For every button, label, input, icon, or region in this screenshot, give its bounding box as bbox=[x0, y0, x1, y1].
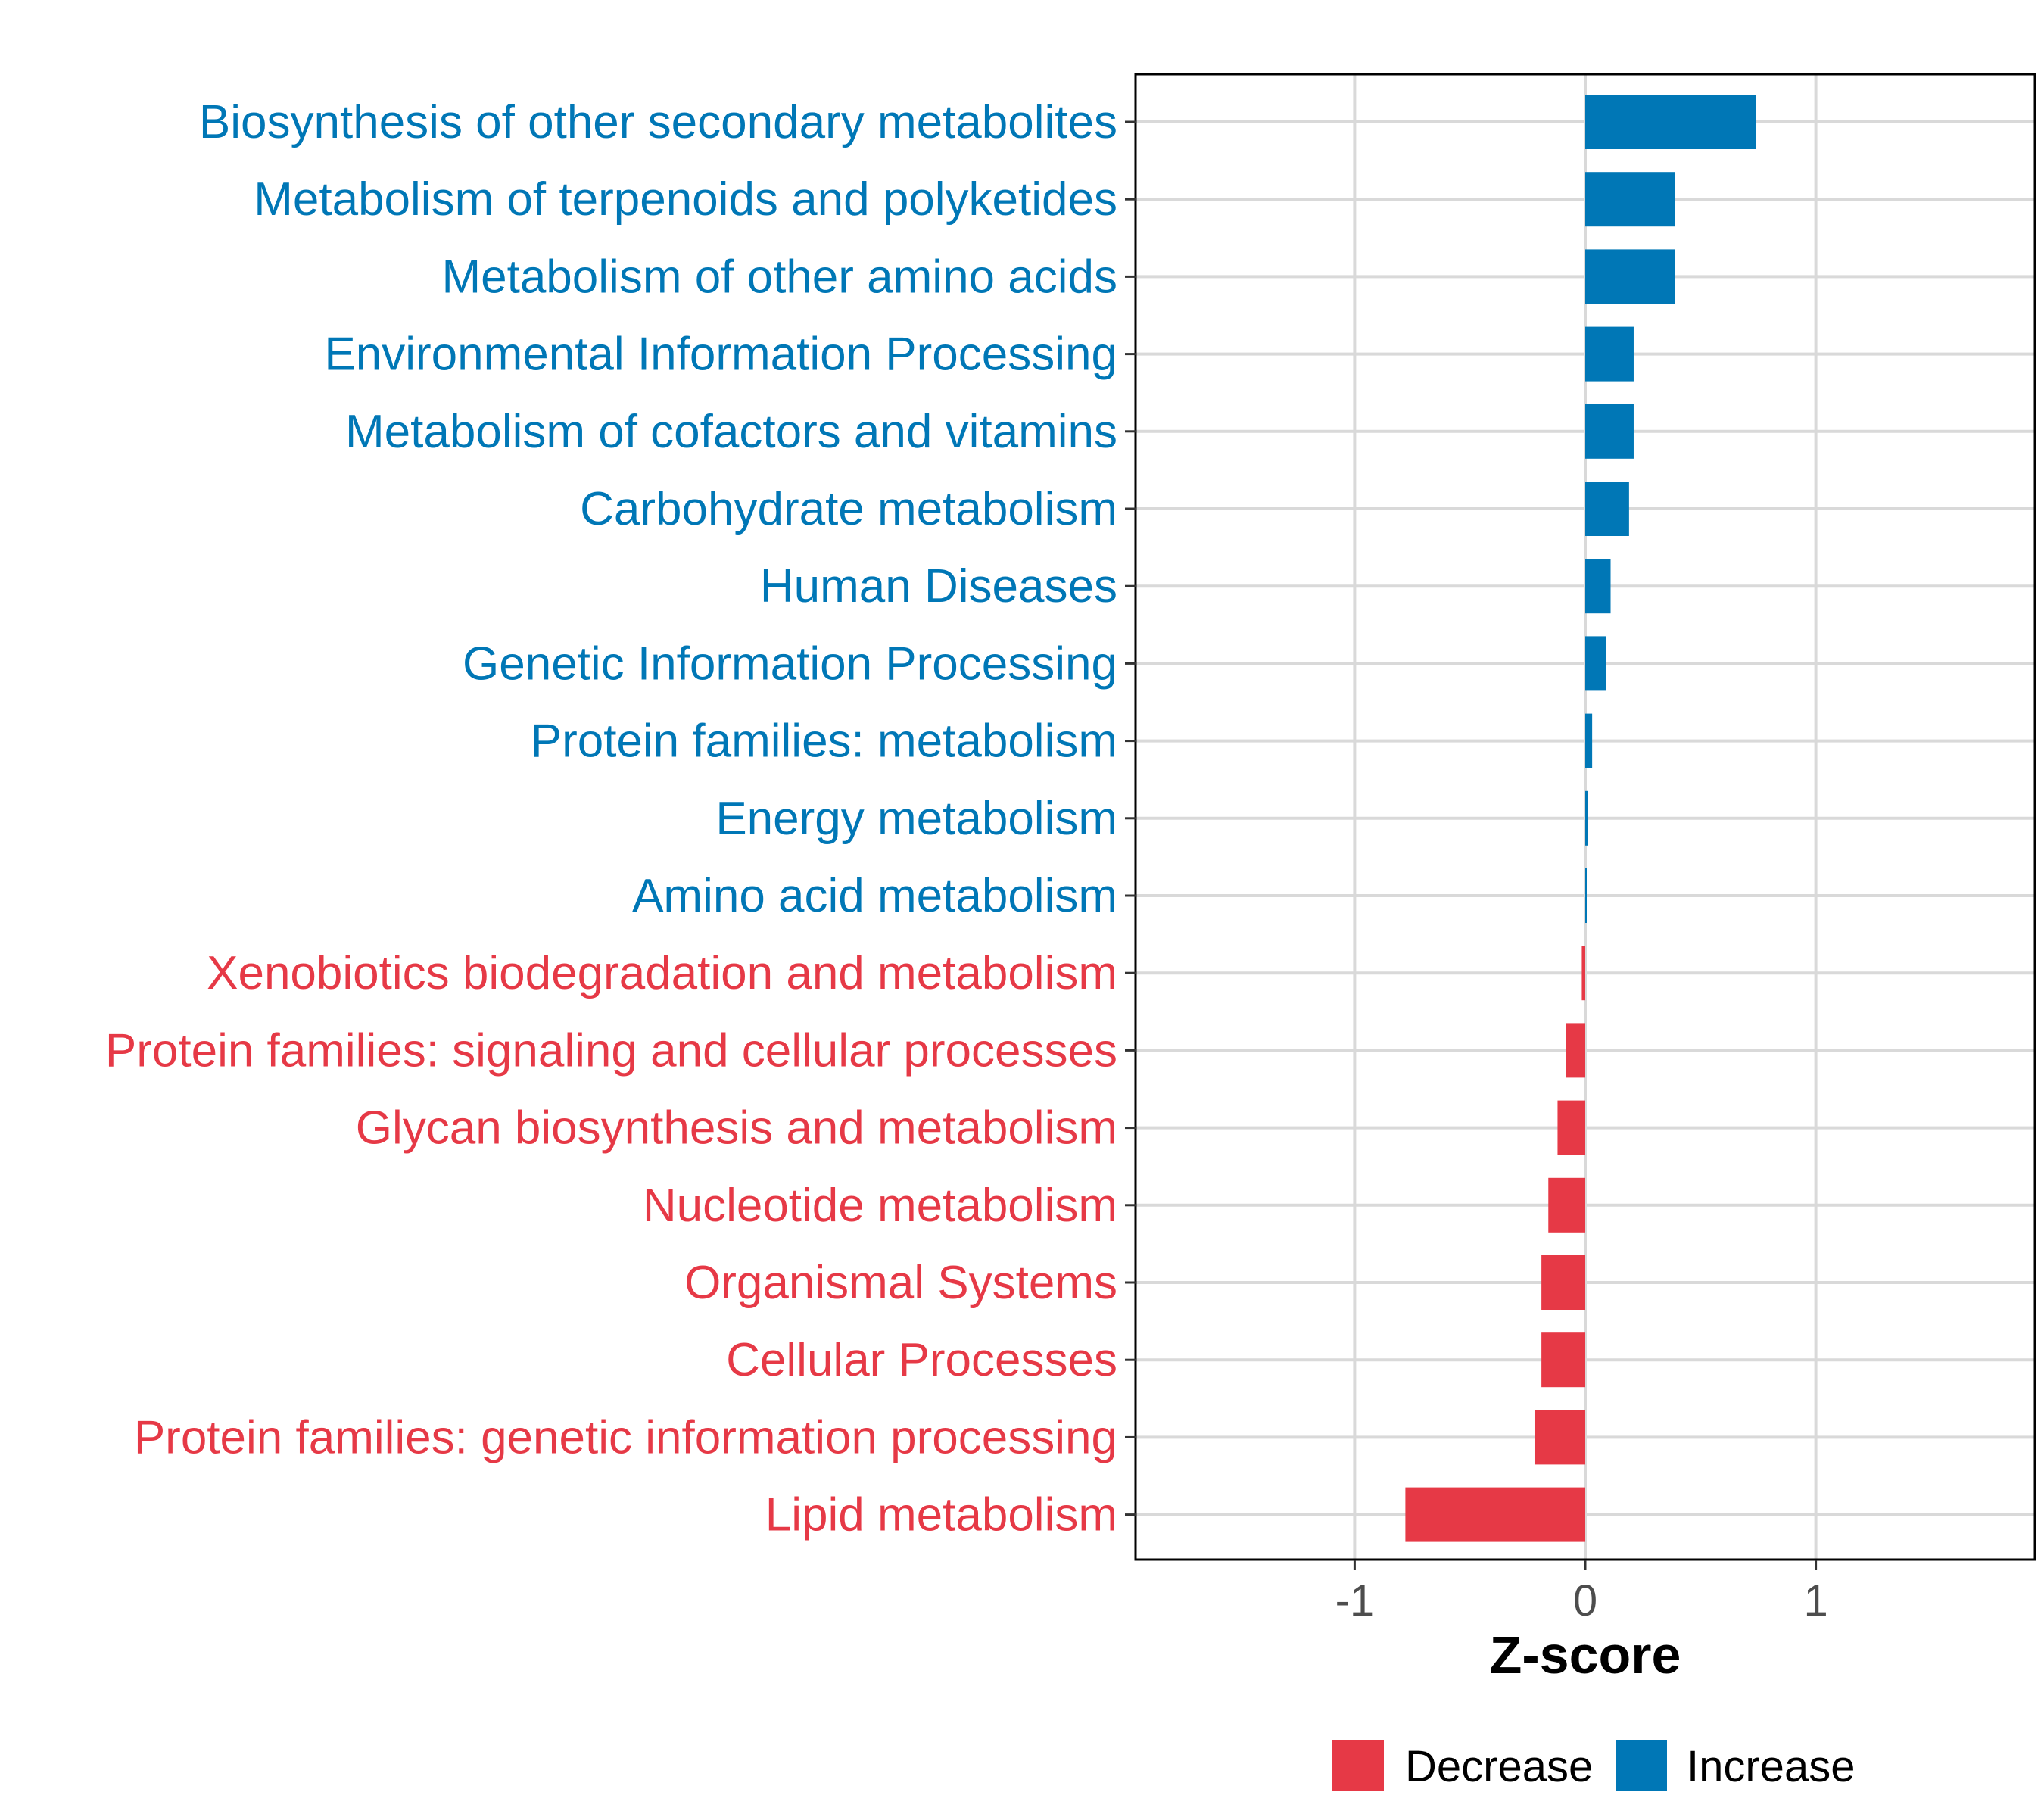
category-label-metabolism-of-other-amino-acids: Metabolism of other amino acids bbox=[441, 251, 1117, 303]
category-label-xenobiotics-biodegradation-and-metabolism: Xenobiotics biodegradation and metabolis… bbox=[207, 947, 1117, 999]
bar-organismal-systems bbox=[1541, 1255, 1585, 1310]
y-tick-layer bbox=[1125, 120, 1136, 1516]
bar-protein-families-genetic-information-processing bbox=[1534, 1410, 1585, 1465]
legend-swatch-decrease bbox=[1332, 1740, 1384, 1791]
category-label-metabolism-of-cofactors-and-vitamins: Metabolism of cofactors and vitamins bbox=[345, 406, 1117, 458]
bar-layer bbox=[1405, 95, 1756, 1542]
x-tick-label-1: 0 bbox=[1573, 1576, 1597, 1625]
legend-swatch-increase bbox=[1616, 1740, 1667, 1791]
bar-metabolism-of-other-amino-acids bbox=[1585, 249, 1675, 304]
category-label-metabolism-of-terpenoids-and-polyketides: Metabolism of terpenoids and polyketides bbox=[254, 173, 1117, 226]
category-label-genetic-information-processing: Genetic Information Processing bbox=[463, 637, 1117, 690]
x-tick-label-2: 1 bbox=[1803, 1576, 1827, 1625]
category-label-amino-acid-metabolism: Amino acid metabolism bbox=[632, 870, 1117, 922]
x-tick-label-0: -1 bbox=[1335, 1576, 1375, 1625]
bar-metabolism-of-cofactors-and-vitamins bbox=[1585, 404, 1634, 459]
bar-cellular-processes bbox=[1541, 1332, 1585, 1388]
legend-label-increase: Increase bbox=[1687, 1742, 1855, 1791]
x-axis-title: Z-score bbox=[1490, 1625, 1681, 1685]
category-label-protein-families-genetic-information-processing: Protein families: genetic information pr… bbox=[134, 1411, 1117, 1463]
x-tick-layer: -1 0 1 bbox=[1335, 1560, 1828, 1625]
category-label-glycan-biosynthesis-and-metabolism: Glycan biosynthesis and metabolism bbox=[356, 1102, 1117, 1155]
bar-protein-families-metabolism bbox=[1585, 713, 1593, 768]
category-label-energy-metabolism: Energy metabolism bbox=[715, 793, 1117, 845]
bar-amino-acid-metabolism bbox=[1585, 868, 1587, 923]
category-label-human-diseases: Human Diseases bbox=[760, 560, 1117, 612]
category-label-protein-families-metabolism: Protein families: metabolism bbox=[531, 715, 1117, 768]
bar-biosynthesis-of-other-secondary-metabolites bbox=[1585, 95, 1756, 149]
category-label-layer: Biosynthesis of other secondary metaboli… bbox=[105, 96, 1117, 1541]
category-label-protein-families-signaling-and-cellular-processes: Protein families: signaling and cellular… bbox=[105, 1024, 1117, 1077]
bar-carbohydrate-metabolism bbox=[1585, 482, 1629, 536]
category-label-nucleotide-metabolism: Nucleotide metabolism bbox=[643, 1180, 1117, 1232]
bar-protein-families-signaling-and-cellular-processes bbox=[1566, 1023, 1585, 1078]
bar-genetic-information-processing bbox=[1585, 636, 1606, 691]
bar-energy-metabolism bbox=[1585, 790, 1588, 846]
category-label-carbohydrate-metabolism: Carbohydrate metabolism bbox=[580, 483, 1117, 535]
legend-label-decrease: Decrease bbox=[1405, 1742, 1593, 1791]
bar-human-diseases bbox=[1585, 559, 1611, 614]
bar-glycan-biosynthesis-and-metabolism bbox=[1557, 1100, 1585, 1155]
bar-environmental-information-processing bbox=[1585, 326, 1634, 382]
bar-metabolism-of-terpenoids-and-polyketides bbox=[1585, 172, 1675, 227]
bar-lipid-metabolism bbox=[1405, 1487, 1585, 1542]
bar-nucleotide-metabolism bbox=[1548, 1177, 1585, 1233]
bar-xenobiotics-biodegradation-and-metabolism bbox=[1581, 946, 1585, 1001]
category-label-organismal-systems: Organismal Systems bbox=[684, 1257, 1117, 1309]
category-label-environmental-information-processing: Environmental Information Processing bbox=[324, 329, 1117, 381]
category-label-lipid-metabolism: Lipid metabolism bbox=[765, 1489, 1117, 1541]
category-label-cellular-processes: Cellular Processes bbox=[726, 1334, 1117, 1386]
category-label-biosynthesis-of-other-secondary-metabolites: Biosynthesis of other secondary metaboli… bbox=[199, 96, 1117, 148]
legend: Decrease Increase bbox=[1332, 1740, 1855, 1791]
